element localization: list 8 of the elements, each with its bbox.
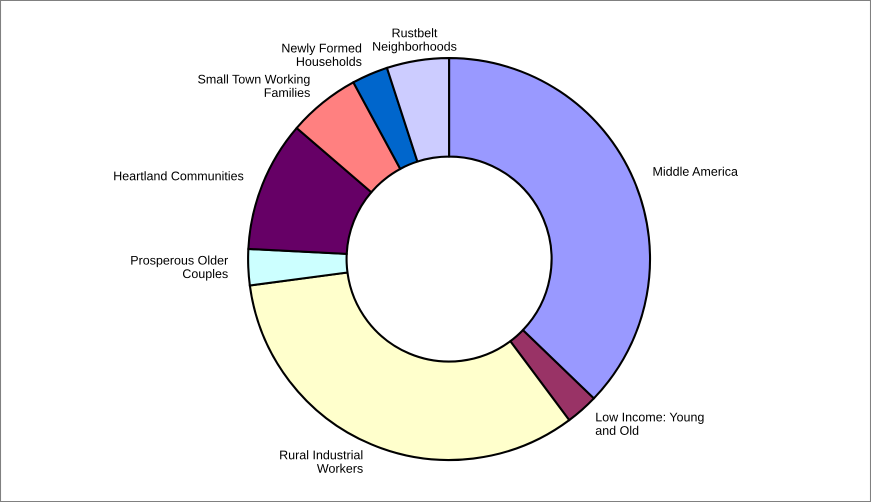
slice-label: Newly Formed Households — [282, 43, 362, 66]
slice-label: Small Town Working Families — [198, 74, 310, 98]
slice-label: Middle America — [654, 166, 738, 176]
slice-label: Rural Industrial Workers — [280, 450, 363, 473]
slice-label: Low Income: Young and Old — [596, 412, 704, 435]
slice-label: Prosperous Older Couples — [131, 256, 228, 281]
slice-label: Rustbelt Neighborhoods — [373, 28, 456, 54]
slice-label: Heartland Communities — [114, 171, 244, 180]
